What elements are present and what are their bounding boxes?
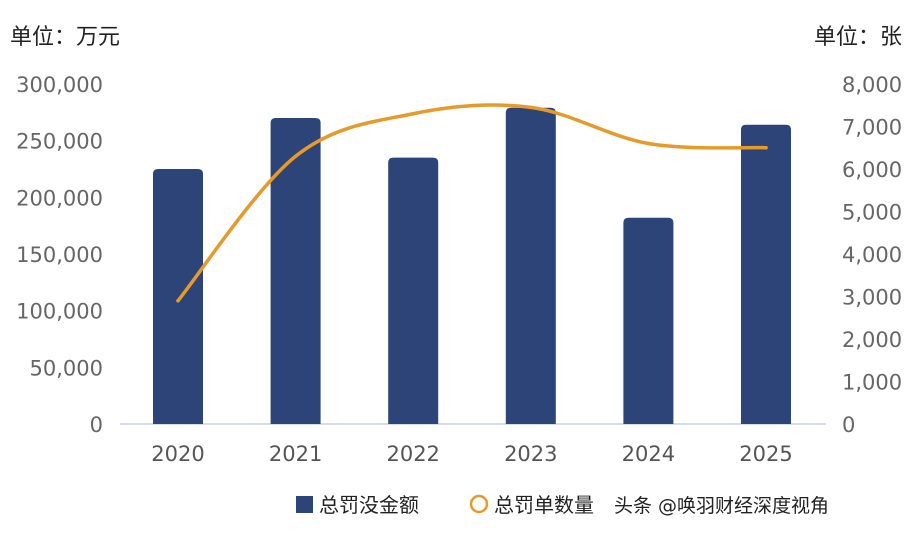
bar-2021 (270, 118, 321, 424)
right-y-tick-label: 2,000 (842, 328, 902, 352)
x-tick-label: 2022 (386, 442, 439, 466)
line-point-2023 (529, 105, 533, 110)
right-y-tick-label: 7,000 (842, 116, 902, 140)
left-axis-unit: 单位：万元 (10, 25, 120, 50)
legend-bar-swatch (296, 496, 313, 513)
x-tick-label: 2020 (151, 442, 204, 466)
right-y-tick-label: 4,000 (842, 243, 902, 267)
bar-2020 (153, 169, 203, 424)
right-y-tick-label: 1,000 (842, 371, 902, 395)
right-y-tick-label: 8,000 (842, 73, 902, 97)
x-tick-label: 2021 (269, 442, 322, 466)
line-point-2024 (646, 141, 651, 146)
x-tick-label: 2025 (739, 442, 792, 466)
line-series (176, 103, 768, 303)
line-total-penalty-count (176, 103, 768, 303)
legend-line-label: 总罚单数量 (494, 493, 594, 517)
x-tick-label: 2023 (504, 442, 557, 466)
bar-2025 (741, 124, 791, 425)
line-point-2025 (764, 145, 768, 150)
right-y-tick-label: 5,000 (842, 201, 902, 225)
left-y-tick-label: 0 (90, 413, 103, 437)
bar-2023 (505, 107, 556, 425)
right-y-tick-label: 3,000 (842, 286, 902, 310)
x-tick-label: 2024 (622, 442, 675, 466)
right-axis-unit: 单位：张 (814, 25, 902, 50)
legend-bar-label: 总罚没金额 (319, 493, 419, 517)
left-y-tick-label: 250,000 (16, 130, 103, 154)
watermark: 头条 @唤羽财经深度视角 (614, 495, 829, 517)
bar-2024 (623, 217, 674, 424)
x-axis: 2020 2021 2022 2023 2024 2025 (151, 442, 792, 466)
right-y-axis: 0 1,000 2,000 3,000 4,000 5,000 6,000 7,000 8,00… (842, 73, 902, 437)
legend-line-swatch (469, 494, 489, 514)
left-y-tick-label: 100,000 (16, 300, 103, 324)
left-y-tick-label: 50,000 (30, 356, 103, 380)
bar-2022 (388, 157, 439, 424)
line-point-2022 (411, 111, 416, 116)
left-y-tick-label: 200,000 (16, 186, 103, 210)
right-y-tick-label: 6,000 (842, 158, 902, 182)
line-point-2020 (176, 298, 180, 303)
left-y-tick-label: 150,000 (16, 243, 103, 267)
right-y-tick-label: 0 (842, 413, 855, 437)
axis-unit-labels: 单位：万元 单位：张 (10, 25, 902, 50)
left-y-tick-label: 300,000 (16, 73, 103, 97)
line-point-2021 (293, 154, 298, 159)
legend: 总罚没金额 总罚单数量 (296, 493, 594, 517)
bar-series (153, 107, 791, 425)
left-y-axis: 0 50,000 100,000 150,000 200,000 250,000 300,0… (16, 73, 103, 437)
